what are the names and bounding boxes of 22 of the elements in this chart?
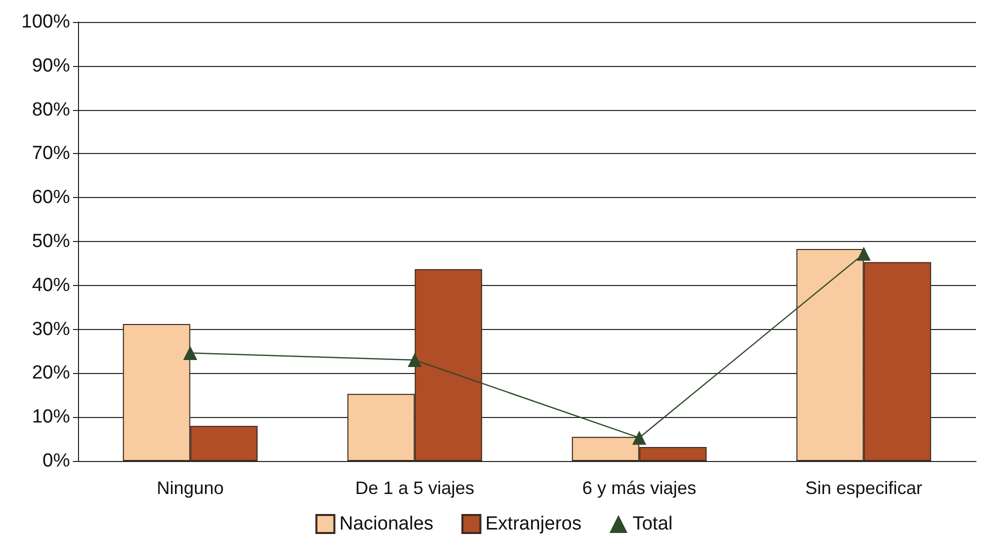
x-tick-label: Ninguno [156, 478, 224, 498]
y-tick-label: 30% [32, 318, 70, 340]
y-tick-label: 100% [21, 12, 70, 32]
point [408, 353, 422, 368]
legend-label: Extranjeros [485, 514, 582, 534]
y-tick-label: 10% [32, 406, 70, 428]
point [632, 430, 646, 445]
y-tick-label: 20% [32, 362, 70, 384]
y-tick-label: 90% [32, 55, 70, 76]
point [856, 246, 871, 261]
x-tick-label: De 1 a 5 viajes [355, 478, 474, 498]
legend-label: Total [632, 514, 673, 534]
legend-label: Nacionales [339, 514, 434, 534]
x-tick-label: 6 y más viajes [582, 478, 696, 498]
point [183, 346, 198, 360]
x-tick-label: Sin especificar [805, 478, 922, 498]
y-tick-label: 70% [32, 143, 70, 164]
y-tick-label: 0% [42, 450, 70, 472]
y-tick-label: 40% [32, 274, 70, 296]
y-tick-label: 50% [32, 231, 70, 252]
y-tick-label: 60% [32, 187, 70, 208]
y-tick-label: 80% [32, 99, 70, 120]
